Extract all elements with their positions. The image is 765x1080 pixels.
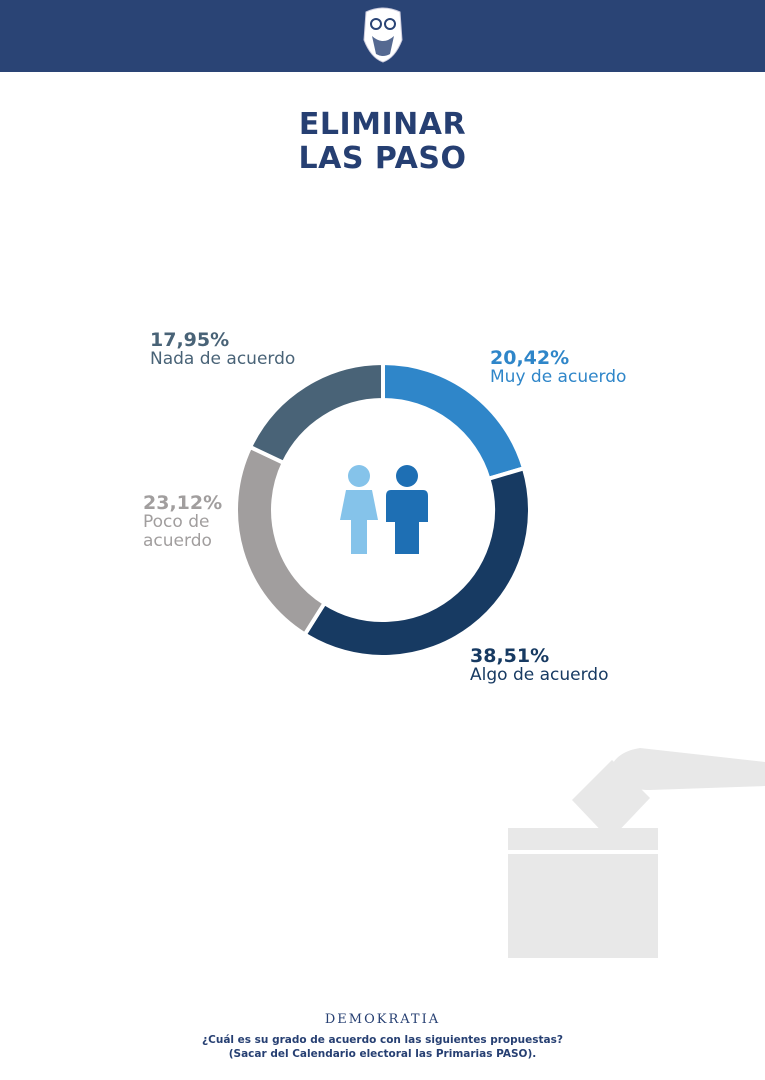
slice (234, 444, 328, 638)
ballot-illustration (508, 748, 765, 958)
value-label: 23,12% (143, 492, 223, 514)
value-label: 17,95% (150, 329, 230, 351)
value-label: 38,51% (470, 645, 550, 667)
slice (302, 465, 532, 659)
slice-label: 23,12% Poco de acuerdo (143, 493, 233, 551)
donut (234, 360, 532, 659)
value-label: 20,42% (490, 347, 570, 369)
people-icon (340, 465, 428, 554)
slice (247, 360, 385, 466)
category-label: Nada de acuerdo (150, 349, 296, 369)
chart-title: ELIMINAR LAS PASO (298, 107, 467, 176)
note: (Sacar del Calendario electoral las Prim… (228, 1048, 537, 1060)
slice-label: 20,42% Muy de acuerdo (490, 348, 626, 387)
slice-label: 17,95% Nada de acuerdo (150, 330, 295, 369)
category-label: Muy de acuerdo (490, 367, 627, 387)
category-label: Poco de acuerdo (143, 512, 212, 551)
logo (363, 7, 403, 63)
brand: DEMOKRATIA (324, 1012, 441, 1027)
question: ¿Cuál es su grado de acuerdo con las sig… (202, 1034, 563, 1046)
category-label: Algo de acuerdo (470, 665, 609, 685)
slice-label: 38,51% Algo de acuerdo (470, 646, 608, 685)
